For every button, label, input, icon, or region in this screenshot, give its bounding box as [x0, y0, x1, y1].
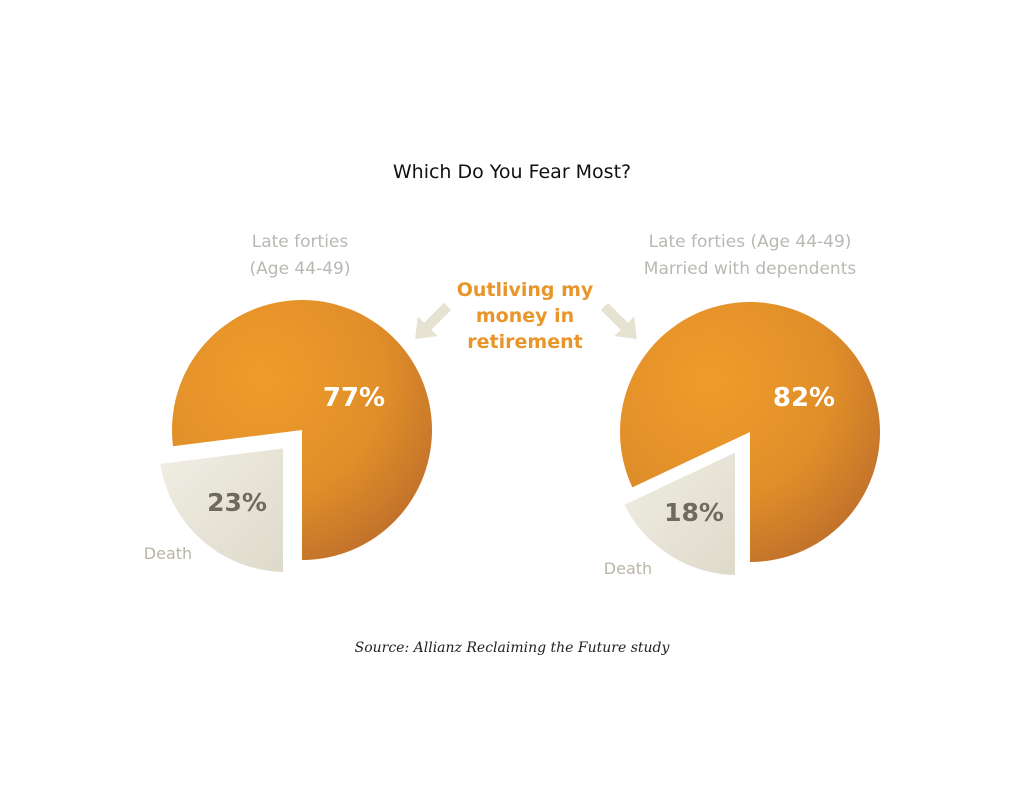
pie-1-death-label: Death: [144, 544, 192, 563]
pie-2-slice-major: [620, 301, 880, 562]
pie-2-header-line-1: Late forties (Age 44-49): [648, 232, 852, 252]
chart-title: Which Do You Fear Most?: [392, 161, 632, 183]
pie-1-slice-death: [153, 441, 289, 579]
pie-2-major-value-label: 82%: [773, 383, 835, 413]
pie-2-death-label: Death: [604, 559, 652, 578]
pie-2-header-line-2: Married with dependents: [643, 259, 857, 279]
pie-2-minor-value-label: 18%: [664, 498, 724, 527]
center-label-line-1: Outliving my: [456, 279, 594, 301]
center-label-line-3: retirement: [467, 331, 583, 353]
pie-1-slice-major: [172, 300, 432, 560]
arrow-left-icon: [415, 302, 452, 339]
source-note: Source: Allianz Reclaiming the Future st…: [354, 640, 670, 656]
pie-2-slice-death: [616, 443, 741, 582]
center-label-line-2: money in: [475, 305, 575, 327]
pie-2-header: Late forties (Age 44-49) Married with de…: [610, 229, 890, 283]
pie-1-header-line-1: Late forties: [251, 232, 349, 252]
pie-1-header: Late forties (Age 44-49): [200, 229, 400, 283]
outliving-money-label: Outliving my money in retirement: [430, 277, 620, 355]
arrow-right-icon: [600, 302, 637, 339]
pie-1-major-value-label: 77%: [323, 383, 385, 413]
pie-1-header-line-2: (Age 44-49): [249, 259, 351, 279]
pie-1-minor-value-label: 23%: [207, 488, 267, 517]
